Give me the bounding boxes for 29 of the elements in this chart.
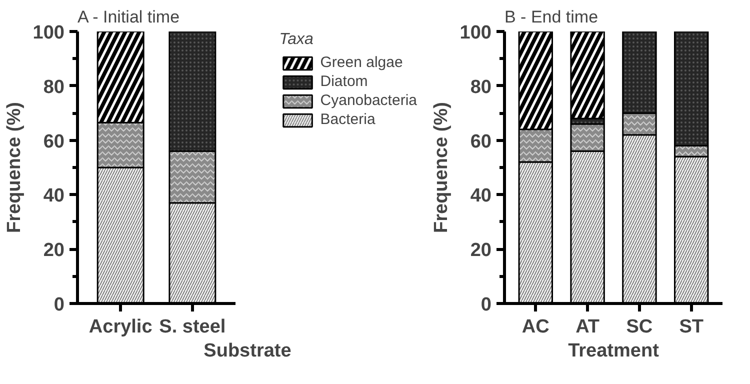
y-tick-label: 60 [43,131,65,152]
y-tick-label: 80 [470,76,492,98]
y-tick-label: 0 [54,294,65,316]
y-tick-label: 100 [460,22,492,44]
legend-label: Bacteria [320,111,376,128]
x-tick-label: S. steel [159,316,226,338]
y-tick-label: 0 [480,294,492,316]
x-tick-label: SC [626,316,653,338]
y-tick-label: 80 [43,76,65,98]
y-tick-label: 20 [470,240,492,262]
x-axis-title: Treatment [568,340,660,362]
x-tick-label: AT [576,316,600,338]
y-axis-title: Frequence (%) [430,102,452,233]
x-tick-label: ST [679,316,704,338]
y-tick-label: 20 [43,240,65,262]
x-tick-label: Acrylic [88,316,153,338]
x-tick-label: AC [522,316,550,338]
y-tick-label: 60 [470,131,492,152]
y-tick-label: 40 [43,186,65,207]
legend-title: Taxa [279,31,314,49]
x-axis-title: Substrate [204,340,292,362]
chart-title: B - End time [504,8,598,26]
legend-label: Diatom [320,73,368,90]
legend-label: Cyanobacteria [320,92,417,109]
y-tick-label: 100 [32,22,64,44]
legend-label: Green algae [320,54,403,71]
chart-title: A - Initial time [78,8,180,26]
y-axis-title: Frequence (%) [4,102,25,233]
y-tick-label: 40 [470,186,492,207]
